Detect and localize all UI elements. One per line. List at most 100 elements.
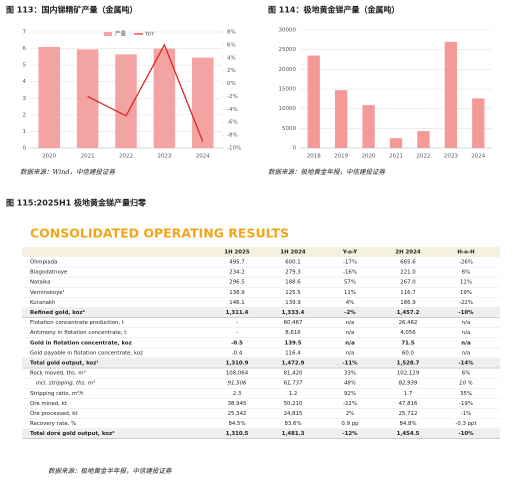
y2-tick-label: 8% <box>227 30 236 36</box>
table-cell: 125.5 <box>285 290 300 296</box>
row-label: Kuranakh <box>30 300 55 306</box>
row-label: Antimony in flotation concentrate, t <box>30 330 126 336</box>
table-cell: 60.0 <box>402 350 415 356</box>
table-cell: n/a <box>346 320 355 326</box>
y-tick-label: 7 <box>23 30 27 36</box>
table-cell: 82,939 <box>399 381 418 387</box>
row-label: Recovery rate, % <box>30 421 76 427</box>
row-label: Gold payable in flotation concentrate, k… <box>30 350 143 356</box>
x-tick-label: 2023 <box>157 154 171 160</box>
y2-tick-label: -10% <box>227 146 241 152</box>
table-cell: 38,945 <box>228 401 247 407</box>
table-cell: 146.1 <box>229 300 244 306</box>
table-cell: 25,342 <box>228 411 247 417</box>
table-cell: 2.3 <box>233 391 242 397</box>
table-cell: - <box>236 320 238 326</box>
table-cell: 6% <box>462 371 471 377</box>
table-cell: 221.0 <box>400 270 416 276</box>
table-cell: -0.4 <box>232 350 243 356</box>
y-tick-label: 5 <box>23 63 27 69</box>
row-label: Rock moved, ths. m³ <box>30 370 86 377</box>
y2-tick-label: 6% <box>227 42 236 48</box>
row-label: Natalka <box>30 280 51 286</box>
table-cell: n/a <box>462 320 471 326</box>
table-cell: 33% <box>344 371 356 377</box>
table-cell: -12% <box>342 431 358 437</box>
table-cell: 279.3 <box>285 270 300 276</box>
source: 数据来源：极地黄金半年报，中信建投证券 <box>48 467 172 475</box>
source: 数据来源：极地黄金年报，中信建投证券 <box>268 168 386 176</box>
row-label: Total gold output, koz¹ <box>30 360 99 367</box>
table-cell: -26% <box>459 260 473 266</box>
table-cell: 6% <box>462 270 471 276</box>
y-tick-label: 1 <box>23 129 27 135</box>
y-tick-label: 5000 <box>282 126 296 132</box>
y2-tick-label: 4% <box>227 55 236 61</box>
y-tick-label: 0 <box>23 146 27 152</box>
y2-tick-label: 0% <box>227 81 236 87</box>
table-cell: n/a <box>346 330 355 336</box>
column-header: 2H 2024 <box>395 250 420 256</box>
y2-tick-label: 2% <box>227 68 236 74</box>
table-cell: 234.2 <box>229 270 244 276</box>
column-header: Y-o-Y <box>342 250 357 256</box>
table-cell: 139.5 <box>284 340 301 346</box>
row-label: Olimpiada <box>30 260 57 266</box>
table-cell: -16% <box>343 270 357 276</box>
column-header: 1H 2025 <box>224 250 249 256</box>
table-cell: -1% <box>461 411 472 417</box>
table-cell: 48% <box>344 381 356 387</box>
x-tick-label: 2023 <box>444 154 458 160</box>
table-cell: 8,616 <box>285 330 301 336</box>
y-tick-label: 6 <box>23 46 27 52</box>
table-cell: 665.6 <box>400 260 416 266</box>
table-cell: n/a <box>462 350 471 356</box>
y2-tick-label: -2% <box>227 94 238 100</box>
legend-label: 产量 <box>115 30 127 38</box>
x-tick-label: 2022 <box>119 154 133 160</box>
x-tick-label: 2020 <box>362 154 376 160</box>
table-cell: 81,420 <box>284 371 303 377</box>
x-tick-label: 2021 <box>81 154 95 160</box>
table-cell: 0.9 pp <box>341 421 359 427</box>
y-tick-label: 25000 <box>279 47 297 53</box>
source: 数据来源：Wind，中信建投证券 <box>20 168 115 176</box>
table-cell: 1,472.9 <box>282 361 305 367</box>
y-tick-label: 10000 <box>279 106 297 112</box>
row-label: Flotation concentrate production, t <box>30 320 124 326</box>
table-cell: 71.5 <box>401 340 415 346</box>
table-cell: 102,129 <box>397 371 420 377</box>
table-cell: -17% <box>343 260 357 266</box>
table-cell: 60,467 <box>284 320 303 326</box>
bar <box>389 138 403 148</box>
row-label: Verninskoye¹ <box>30 289 65 296</box>
row-label: incl. stripping, ths. m³ <box>36 380 95 387</box>
table-cell: 11% <box>460 280 472 286</box>
table-cell: 267.0 <box>400 280 416 286</box>
table-cell: 1,310.5 <box>226 431 249 437</box>
table-cell: -0.5 <box>231 340 243 346</box>
row-label: Gold in flotation concentrate, koz <box>30 340 132 346</box>
x-tick-label: 2024 <box>196 154 210 160</box>
table-cell: 11% <box>344 290 356 296</box>
table-cell: -22% <box>459 300 473 306</box>
table-cell: 24,815 <box>284 411 303 417</box>
table-cell: 495.7 <box>229 260 244 266</box>
table-cell: 1,454.5 <box>397 431 420 437</box>
y-tick-label: 30000 <box>279 28 297 34</box>
table-cell: 47,816 <box>399 401 418 407</box>
table-cell: 1,457.2 <box>397 310 420 316</box>
bar <box>417 131 430 148</box>
table-cell: 57% <box>344 280 356 286</box>
table-cell: -2% <box>344 310 356 316</box>
table-cell: 188.6 <box>285 280 301 286</box>
row-bg <box>22 428 500 439</box>
table-cell: 296.5 <box>229 280 244 286</box>
figure-title: 图 115:2025H1 极地黄金锑产量归零 <box>6 198 147 208</box>
table-cell: 1,310.9 <box>226 361 249 367</box>
bar <box>38 46 60 148</box>
x-tick-label: 2024 <box>471 154 485 160</box>
table-cell: 186.9 <box>400 300 416 306</box>
table-cell: 91,506 <box>228 381 247 387</box>
